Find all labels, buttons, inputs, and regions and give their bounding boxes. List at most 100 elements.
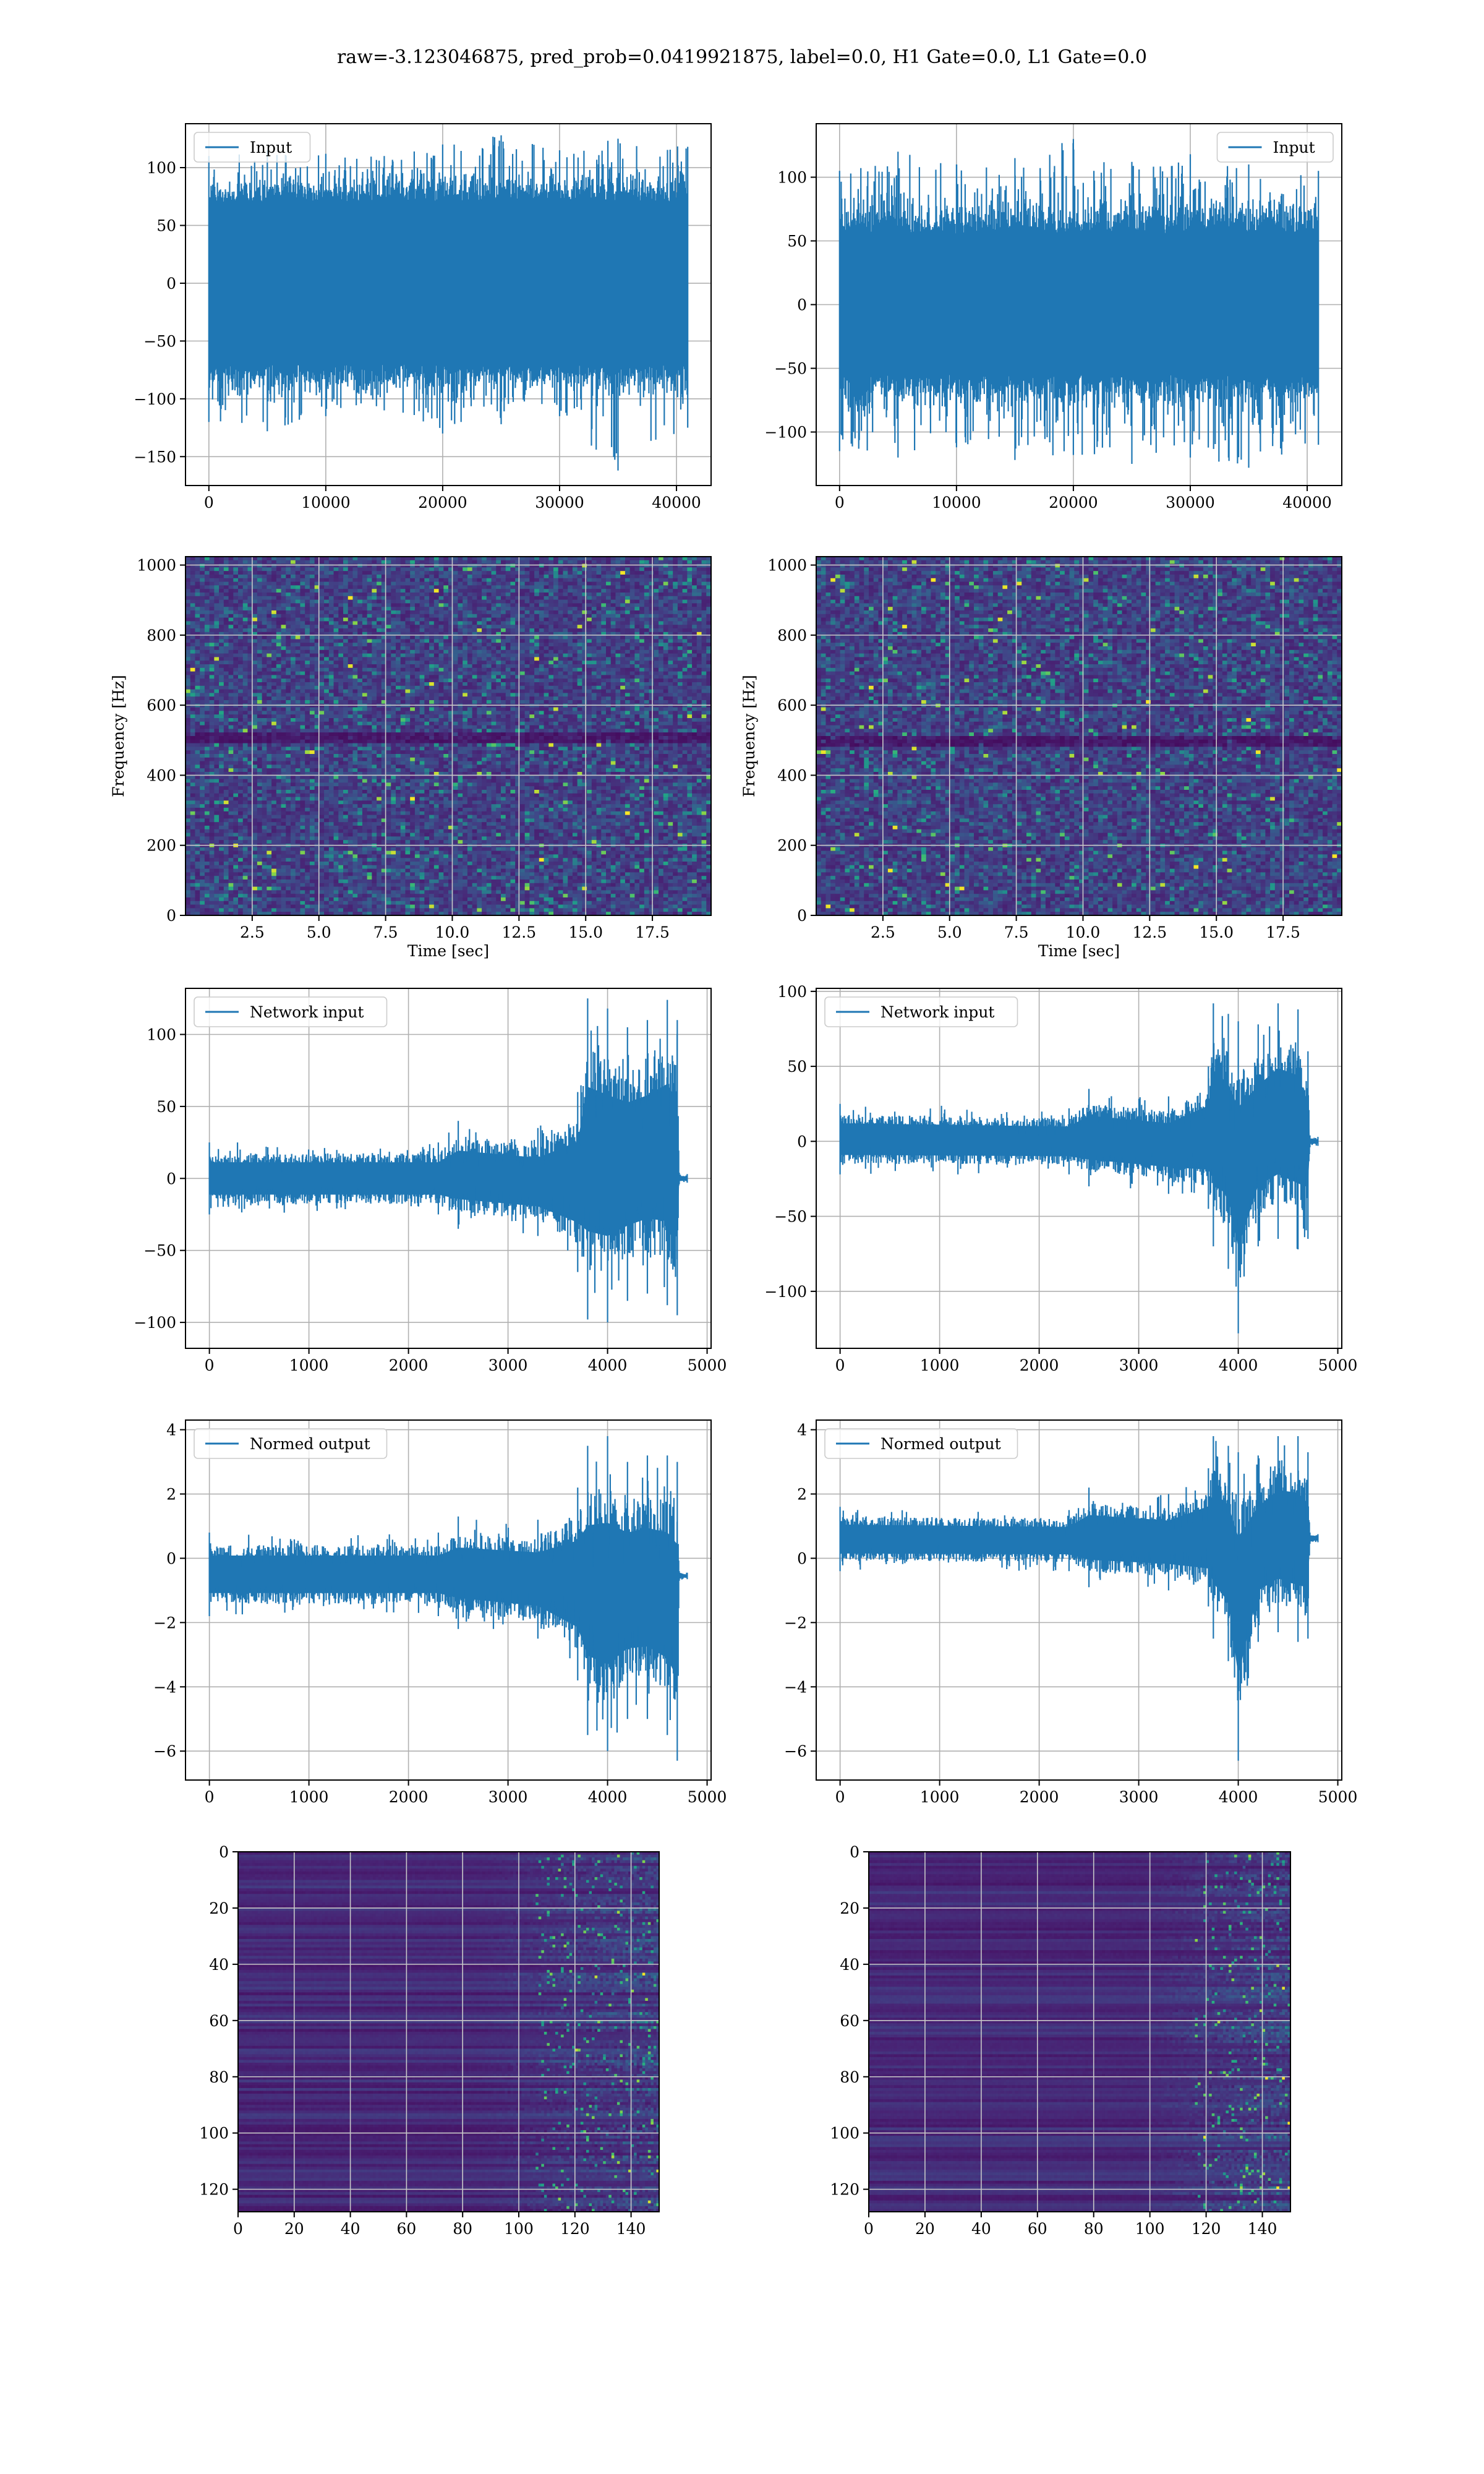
x-tick-label: 12.5 <box>502 923 537 941</box>
spectrogram-l1-plot: 2.5 5.0 7.5 10.0 12.5 15.0 17.5020040060080010… <box>740 557 1342 960</box>
y-tick-label: 0 <box>166 1549 176 1567</box>
y-tick-label: 120 <box>830 2181 859 2199</box>
y-tick-label: 50 <box>156 216 176 234</box>
y-tick-label: 200 <box>777 837 807 855</box>
x-tick-label: 20000 <box>1049 494 1098 511</box>
y-axis-label: Frequency [Hz] <box>109 675 127 797</box>
x-tick-label: 17.5 <box>635 923 670 941</box>
x-tick-label: 0 <box>204 494 214 511</box>
x-tick-label: 4000 <box>588 1356 628 1374</box>
x-tick-label: 15.0 <box>568 923 603 941</box>
y-tick-label: 120 <box>199 2181 229 2199</box>
y-tick-label: 50 <box>156 1098 176 1116</box>
x-tick-label: 5.0 <box>307 923 331 941</box>
legend-label: Input <box>250 139 292 156</box>
x-tick-label: 5000 <box>688 1788 727 1806</box>
x-tick-label: 30000 <box>535 494 584 511</box>
y-tick-label: 400 <box>777 766 807 784</box>
x-tick-label: 140 <box>1248 2220 1277 2238</box>
y-tick-label: 0 <box>850 1843 859 1861</box>
y-tick-label: 200 <box>147 837 176 855</box>
x-tick-label: 40 <box>971 2220 991 2238</box>
x-tick-label: 10000 <box>301 494 351 511</box>
y-tick-label: −100 <box>764 423 807 441</box>
y-tick-label: 100 <box>830 2125 859 2142</box>
legend: Normed output <box>194 1429 387 1458</box>
y-tick-label: −50 <box>143 1242 176 1260</box>
y-tick-label: 80 <box>209 2068 229 2086</box>
y-tick-label: −4 <box>153 1678 176 1696</box>
x-tick-label: 4000 <box>1219 1356 1258 1374</box>
y-tick-label: 0 <box>797 1549 807 1567</box>
legend-label: Network input <box>881 1003 994 1021</box>
x-tick-label: 2.5 <box>871 923 895 941</box>
x-tick-label: 1000 <box>920 1356 960 1374</box>
figure-title: raw=-3.123046875, pred_prob=0.0419921875… <box>337 46 1147 68</box>
y-tick-label: 60 <box>840 2012 859 2030</box>
y-tick-label: −4 <box>784 1678 807 1696</box>
y-tick-label: 100 <box>147 1025 176 1043</box>
x-tick-label: 5000 <box>688 1356 727 1374</box>
y-tick-label: 100 <box>777 169 807 187</box>
x-tick-label: 30000 <box>1166 494 1215 511</box>
legend-label: Normed output <box>250 1435 370 1453</box>
y-tick-label: 80 <box>840 2068 859 2086</box>
y-tick-label: −2 <box>153 1614 176 1632</box>
y-tick-label: 100 <box>147 159 176 177</box>
x-tick-label: 0 <box>205 1788 215 1806</box>
x-tick-label: 20 <box>915 2220 935 2238</box>
x-tick-label: 2.5 <box>240 923 265 941</box>
y-tick-label: 50 <box>787 1058 807 1076</box>
y-tick-label: 600 <box>147 696 176 714</box>
x-tick-label: 0 <box>864 2220 874 2238</box>
y-axis-label: Frequency [Hz] <box>740 675 758 797</box>
x-tick-label: 7.5 <box>1004 923 1029 941</box>
x-tick-label: 100 <box>504 2220 534 2238</box>
y-tick-label: −6 <box>784 1742 807 1760</box>
x-tick-label: 17.5 <box>1266 923 1300 941</box>
y-tick-label: −100 <box>134 390 176 408</box>
x-tick-label: 1000 <box>920 1788 960 1806</box>
legend: Network input <box>825 997 1018 1027</box>
x-tick-label: 80 <box>453 2220 472 2238</box>
y-tick-label: 40 <box>209 1956 229 1974</box>
y-tick-label: 4 <box>797 1421 807 1439</box>
x-tick-label: 5000 <box>1318 1356 1358 1374</box>
x-tick-label: 10.0 <box>1066 923 1101 941</box>
x-tick-label: 5.0 <box>937 923 962 941</box>
x-tick-label: 3000 <box>488 1356 528 1374</box>
x-tick-label: 3000 <box>1119 1356 1159 1374</box>
y-tick-label: 400 <box>147 766 176 784</box>
x-tick-label: 12.5 <box>1133 923 1167 941</box>
feature-map-cells <box>869 1852 1291 2212</box>
y-tick-label: 0 <box>166 1170 176 1188</box>
x-tick-label: 4000 <box>588 1788 628 1806</box>
y-tick-label: 0 <box>797 907 807 925</box>
legend: Normed output <box>825 1429 1018 1458</box>
x-tick-label: 20000 <box>418 494 467 511</box>
y-tick-label: 800 <box>777 627 807 644</box>
x-tick-label: 2000 <box>389 1356 429 1374</box>
y-tick-label: 40 <box>840 1956 859 1974</box>
x-tick-label: 120 <box>1192 2220 1221 2238</box>
y-tick-label: 20 <box>209 1899 229 1917</box>
x-tick-label: 60 <box>1028 2220 1047 2238</box>
x-tick-label: 0 <box>835 1788 845 1806</box>
x-tick-label: 40000 <box>1282 494 1332 511</box>
y-tick-label: 1000 <box>137 557 176 575</box>
x-tick-label: 0 <box>205 1356 215 1374</box>
y-tick-label: −2 <box>784 1614 807 1632</box>
y-tick-label: 0 <box>219 1843 229 1861</box>
x-tick-label: 2000 <box>1020 1356 1059 1374</box>
x-tick-label: 2000 <box>1020 1788 1059 1806</box>
x-tick-label: 40000 <box>652 494 701 511</box>
y-tick-label: −50 <box>774 359 807 377</box>
y-tick-label: 0 <box>166 275 176 293</box>
y-tick-label: −50 <box>774 1208 807 1226</box>
x-tick-label: 4000 <box>1219 1788 1258 1806</box>
legend-label: Input <box>1273 139 1315 156</box>
legend-label: Normed output <box>881 1435 1001 1453</box>
x-tick-label: 7.5 <box>373 923 398 941</box>
